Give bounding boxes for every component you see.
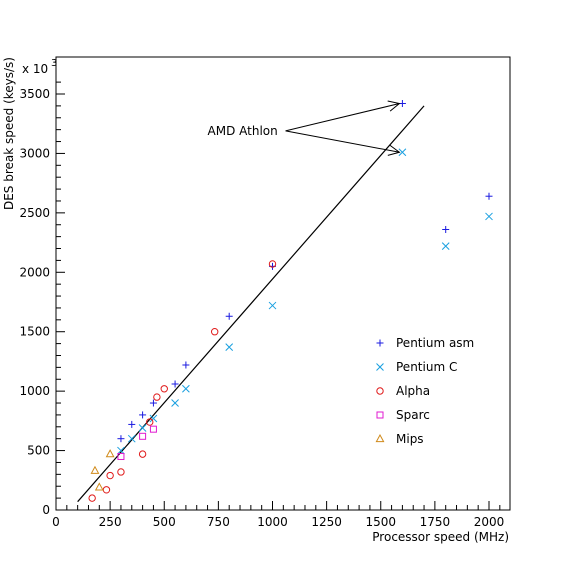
data-point xyxy=(225,343,234,352)
data-point xyxy=(182,384,190,393)
data-point xyxy=(128,420,136,428)
legend-item: Alpha xyxy=(376,384,430,398)
legend-label: Alpha xyxy=(396,384,430,398)
data-point xyxy=(485,212,493,221)
data-point xyxy=(106,471,114,480)
y-tick-label: 1500 xyxy=(19,325,50,339)
legend-marker xyxy=(376,339,384,347)
annotation-label: AMD Athlon xyxy=(208,124,278,138)
data-point xyxy=(268,260,277,268)
x-tick-label: 500 xyxy=(153,515,176,529)
y-tick-label: 2500 xyxy=(19,206,50,220)
x-tick-label: 750 xyxy=(207,515,230,529)
y-tick-label: 500 xyxy=(27,444,50,458)
annotation-arrow xyxy=(285,130,400,153)
annotation-layer: AMD Athlon xyxy=(208,100,401,156)
annotation-arrowhead xyxy=(387,100,401,112)
y-multiplier-exponent: 3 xyxy=(51,58,57,69)
legend-label: Sparc xyxy=(396,408,430,422)
x-tick-label: 1750 xyxy=(420,515,451,529)
data-point xyxy=(182,361,190,369)
series-square xyxy=(117,425,157,461)
data-point xyxy=(160,385,168,393)
fit-line xyxy=(77,105,425,503)
series-cross xyxy=(117,148,493,455)
data-point xyxy=(146,418,154,426)
series-plus xyxy=(117,100,493,443)
plot-frame xyxy=(55,56,511,511)
data-point xyxy=(117,468,125,476)
data-point xyxy=(149,399,157,407)
data-point xyxy=(127,434,136,443)
data-point xyxy=(398,148,407,157)
data-point xyxy=(117,453,125,461)
legend-marker xyxy=(376,411,384,419)
data-point xyxy=(268,301,277,310)
legend-marker xyxy=(375,433,385,443)
x-tick-label: 1000 xyxy=(257,515,288,529)
x-axis-title: Processor speed (MHz) xyxy=(372,530,509,544)
data-point xyxy=(149,425,157,433)
annotation-arrow xyxy=(285,103,400,132)
y-tick-label: 1000 xyxy=(19,384,50,398)
data-point xyxy=(88,494,96,502)
legend-label: Pentium C xyxy=(396,360,457,374)
series-circle xyxy=(88,260,277,502)
annotation-arrowhead xyxy=(387,144,401,156)
data-point xyxy=(149,414,158,423)
legend-label: Pentium asm xyxy=(396,336,474,350)
data-point xyxy=(139,432,147,440)
y-tick-label: 2000 xyxy=(19,265,50,279)
y-tick-label: 3000 xyxy=(19,146,50,160)
data-point xyxy=(153,393,161,401)
data-point xyxy=(105,449,115,458)
legend-item: Pentium C xyxy=(376,360,457,374)
legend-item: Mips xyxy=(375,432,424,446)
x-tick-label: 250 xyxy=(99,515,122,529)
axes: 0 250 500 750 1000 1250 1500 1750 2000 0 500 1000 15… xyxy=(19,81,505,529)
legend-label: Mips xyxy=(396,432,424,446)
y-multiplier-label: x 10 xyxy=(22,62,48,76)
data-point xyxy=(485,192,493,200)
x-tick-label: 1500 xyxy=(365,515,396,529)
data-points xyxy=(88,100,493,502)
legend-item: Sparc xyxy=(376,408,430,422)
data-point xyxy=(441,242,450,250)
legend-marker xyxy=(376,363,384,371)
y-axis-title: DES break speed (keys/s) xyxy=(2,57,16,210)
legend-item: Pentium asm xyxy=(376,336,474,350)
data-point xyxy=(139,411,147,419)
x-tick-label: 1250 xyxy=(311,515,342,529)
data-point xyxy=(117,435,125,443)
data-point xyxy=(171,399,179,407)
series-triangle xyxy=(90,449,115,491)
x-tick-label: 0 xyxy=(52,515,60,529)
data-point xyxy=(138,424,147,432)
legend: Pentium asm Pentium C Alpha Sparc Mips xyxy=(375,336,474,446)
data-point xyxy=(94,482,104,491)
data-point xyxy=(138,450,147,458)
data-point xyxy=(117,446,125,455)
y-tick-label: 3500 xyxy=(19,87,50,101)
data-point xyxy=(90,465,100,474)
data-point xyxy=(171,380,179,388)
data-point xyxy=(442,225,450,233)
legend-marker xyxy=(376,387,384,395)
y-tick-label: 0 xyxy=(42,503,50,517)
fit-line-layer xyxy=(77,105,425,503)
data-point xyxy=(102,486,111,494)
data-point xyxy=(225,312,233,320)
data-point xyxy=(210,328,219,336)
x-tick-label: 2000 xyxy=(474,515,505,529)
